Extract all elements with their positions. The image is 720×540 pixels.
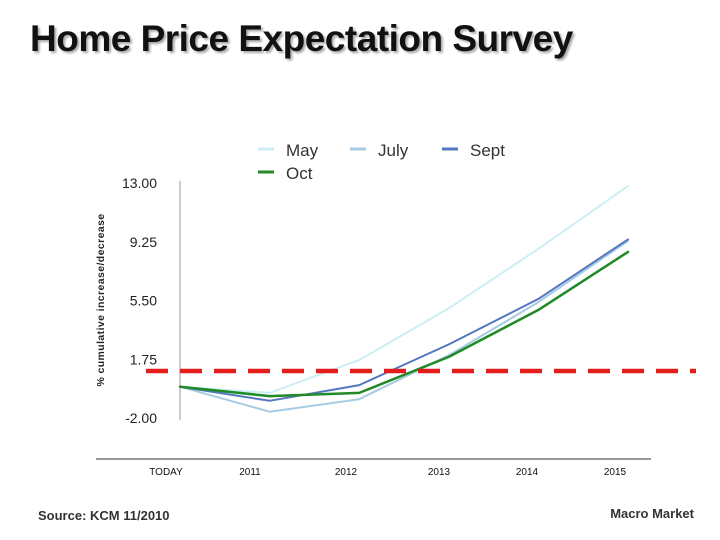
x-tick-label: 2015 bbox=[604, 467, 627, 478]
legend-label-may: May bbox=[286, 141, 319, 160]
chart-legend: May July Sept Oct bbox=[258, 141, 505, 183]
page-title: Home Price Expectation Survey bbox=[30, 18, 573, 59]
legend-label-july: July bbox=[378, 141, 409, 160]
x-tick-label: 2013 bbox=[428, 467, 451, 478]
legend-label-sept: Sept bbox=[470, 141, 505, 160]
y-tick-label: 1.75 bbox=[130, 351, 157, 367]
y-tick-label: 9.25 bbox=[130, 234, 157, 250]
y-tick-label: -2.00 bbox=[125, 410, 157, 426]
x-tick-label: 2011 bbox=[239, 467, 261, 478]
legend-label-oct: Oct bbox=[286, 164, 313, 183]
y-axis-title: % cumulative increase/decrease bbox=[95, 213, 107, 386]
chart-axes: 13.00 9.25 5.50 1.75 -2.00 % cumulative incre… bbox=[95, 175, 651, 478]
series-line-oct bbox=[178, 250, 630, 398]
x-tick-label: 2014 bbox=[516, 467, 539, 478]
series-line-july bbox=[179, 240, 629, 413]
y-tick-label: 13.00 bbox=[122, 175, 157, 191]
macro-market-label: Macro Market bbox=[610, 506, 694, 521]
chart-series bbox=[178, 185, 630, 413]
x-tick-label: TODAY bbox=[149, 467, 183, 478]
series-line-sept bbox=[179, 238, 629, 402]
y-tick-label: 5.50 bbox=[130, 293, 157, 309]
source-note: Source: KCM 11/2010 bbox=[38, 508, 170, 523]
x-tick-label: 2012 bbox=[335, 467, 358, 478]
series-line-may bbox=[179, 185, 629, 394]
